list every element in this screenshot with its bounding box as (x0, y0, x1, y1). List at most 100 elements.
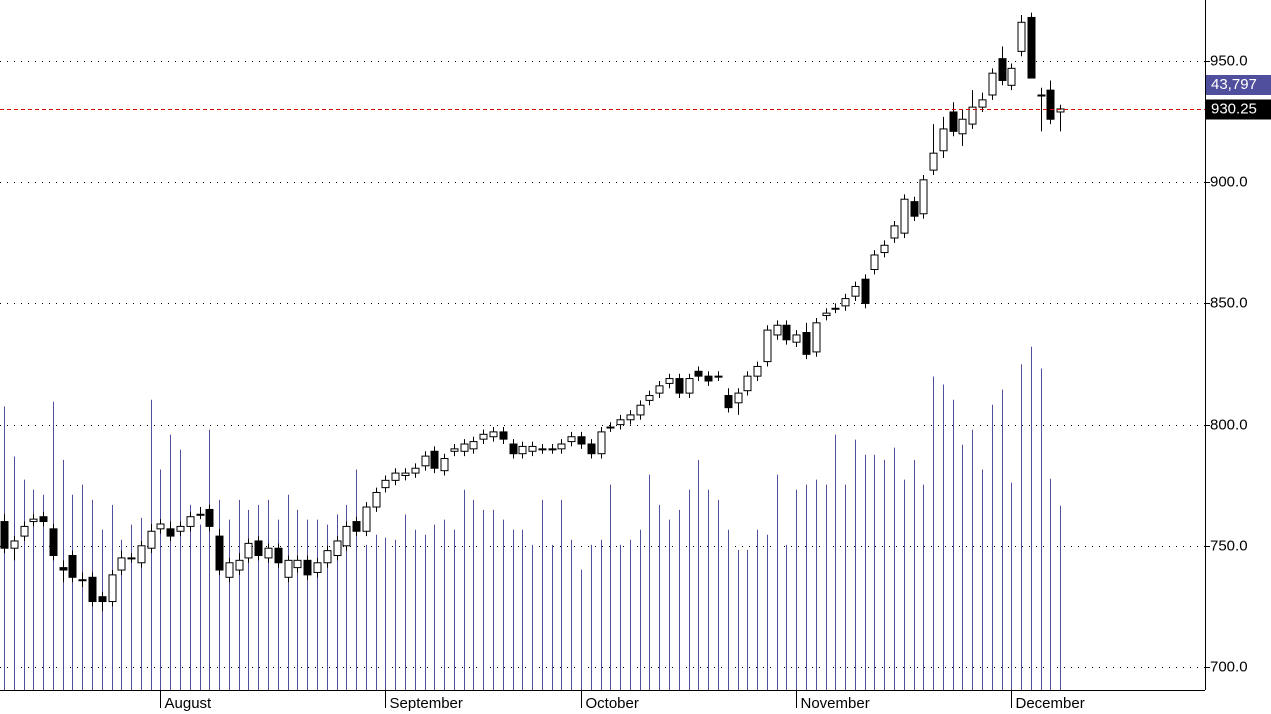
candle-body (381, 479, 390, 489)
candle-body (802, 332, 811, 355)
candle-body (333, 540, 342, 556)
candle-body (841, 298, 850, 307)
last-volume-box (1206, 75, 1271, 95)
candle-body (645, 395, 654, 401)
candle-body (1017, 21, 1026, 52)
candle-body (978, 99, 987, 108)
labels: 700.0 750.0 800.0 850.0 900.0 950.0 August Sept… (160, 52, 1271, 712)
candle-body (303, 559, 312, 576)
candle-body (342, 525, 351, 547)
y-tick-label: 750.0 (1210, 537, 1248, 554)
candle-body (352, 521, 361, 532)
candle-body (20, 525, 29, 537)
candle-body (440, 458, 449, 472)
candle-body (156, 523, 165, 530)
candle-body (587, 443, 596, 455)
candle-body (323, 550, 332, 564)
candle-body (812, 322, 821, 353)
candle-body (636, 404, 645, 416)
x-tick-label: September (390, 695, 463, 712)
candle-body (313, 562, 322, 573)
candle-body (244, 542, 253, 559)
candle-body (773, 324, 782, 336)
last-price-box (1206, 99, 1271, 120)
x-tick-label: October (586, 695, 639, 712)
candle-body (675, 378, 684, 394)
candle-body (166, 528, 175, 537)
candle-body (870, 254, 879, 271)
candle-body (861, 278, 870, 304)
candle-body (753, 365, 762, 377)
candle-body (293, 559, 302, 569)
candle-body (68, 554, 77, 578)
candle-body (235, 559, 244, 571)
candle-body (548, 448, 557, 451)
candle-body (117, 557, 126, 571)
candle-body (29, 518, 38, 523)
candle-body (919, 179, 928, 215)
candle-body (127, 557, 136, 560)
candle-body (910, 201, 919, 217)
candle-body (694, 370, 703, 377)
candle-body (137, 545, 146, 564)
candle-body (391, 472, 400, 481)
candle-body (880, 244, 889, 254)
candle-body (714, 375, 723, 378)
candle-body (479, 433, 488, 440)
candle-body (147, 530, 156, 549)
last-price-label: 930.25 (1211, 100, 1257, 117)
candle-body (489, 431, 498, 438)
candle-body (577, 436, 586, 445)
candle-body (655, 385, 664, 394)
candle-body (518, 445, 527, 455)
candle-body (782, 324, 791, 341)
candle-body (215, 535, 224, 571)
candle-body (831, 307, 840, 310)
candle-body (186, 516, 195, 527)
candle-body (538, 448, 547, 451)
candle-body (460, 443, 469, 452)
x-tick-label: November (801, 695, 870, 712)
candle-body (421, 455, 430, 467)
candle-body (958, 118, 967, 135)
candle-body (430, 450, 439, 469)
candle-body (274, 547, 283, 564)
candle-body (890, 225, 899, 239)
candle-body (362, 506, 371, 532)
candle-body (557, 443, 566, 450)
candle-body (1046, 89, 1055, 120)
candle-body (626, 414, 635, 421)
candle-body (1056, 108, 1065, 113)
candle-body (998, 58, 1007, 81)
candle-body (616, 419, 625, 426)
candle-body (509, 443, 518, 455)
candle-body (1027, 16, 1036, 79)
candle-body (469, 441, 478, 450)
volume-bars (4, 346, 1061, 690)
candles (0, 12, 1205, 612)
y-tick-label: 700.0 (1210, 658, 1248, 675)
candle-body (284, 559, 293, 578)
candle-body (900, 198, 909, 234)
y-tick-label: 950.0 (1210, 52, 1248, 69)
y-tick-label: 900.0 (1210, 173, 1248, 190)
y-tick-label: 850.0 (1210, 294, 1248, 311)
candle-body (792, 334, 801, 343)
candle-body (372, 491, 381, 508)
candle-body (401, 472, 410, 477)
candle-body (724, 395, 733, 409)
candle-body (567, 436, 576, 443)
candle-body (704, 375, 713, 382)
candle-body (411, 467, 420, 474)
candle-body (734, 392, 743, 404)
candle-body (39, 516, 48, 523)
candle-body (665, 378, 674, 384)
candle-body (264, 547, 273, 559)
candle-body (78, 579, 87, 582)
candle-body (205, 508, 214, 527)
candle-body (254, 540, 263, 556)
candle-body (59, 567, 68, 571)
candle-body (606, 426, 615, 429)
candle-body (499, 431, 508, 440)
